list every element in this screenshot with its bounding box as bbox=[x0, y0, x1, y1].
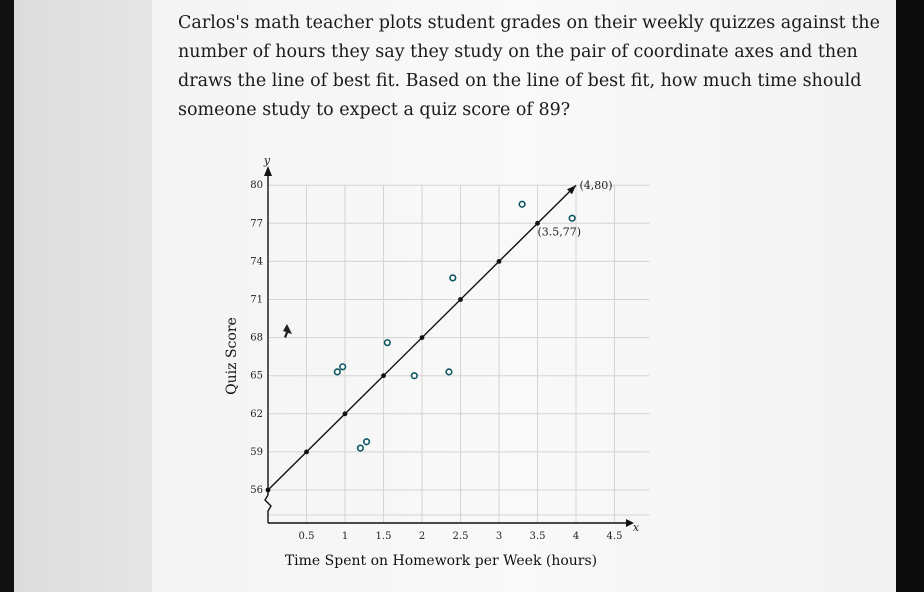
x-tick-label: 2 bbox=[419, 531, 425, 542]
y-tick-label: 59 bbox=[250, 447, 263, 458]
left-panel bbox=[14, 0, 152, 592]
mouse-cursor-icon bbox=[283, 324, 292, 338]
y-axis-break bbox=[264, 494, 272, 523]
x-axis-label: Time Spent on Homework per Week (hours) bbox=[285, 553, 597, 569]
data-point bbox=[383, 339, 391, 347]
data-point bbox=[518, 200, 526, 208]
x-tick-label: 2.5 bbox=[453, 531, 469, 542]
y-tick-label: 71 bbox=[250, 295, 263, 306]
x-axis-letter: x bbox=[633, 521, 640, 534]
x-tick-label: 0.5 bbox=[299, 531, 315, 542]
best-fit-marker bbox=[458, 297, 463, 302]
y-tick-label: 74 bbox=[250, 256, 263, 267]
x-tick-label: 1.5 bbox=[376, 531, 392, 542]
y-tick-label: 65 bbox=[250, 371, 263, 382]
data-point bbox=[568, 214, 576, 222]
best-fit-marker bbox=[496, 259, 502, 264]
data-point bbox=[339, 363, 347, 371]
grid-lines bbox=[268, 184, 650, 523]
question-text: Carlos's math teacher plots student grad… bbox=[178, 13, 880, 120]
best-fit-marker bbox=[265, 487, 271, 493]
best-fit-arrow bbox=[567, 185, 576, 195]
left-dark-edge bbox=[0, 0, 14, 592]
x-tick-label: 3 bbox=[496, 531, 502, 542]
point-annotation: (3.5,77) bbox=[538, 225, 582, 238]
best-fit-marker bbox=[304, 449, 309, 455]
best-fit-marker bbox=[535, 220, 540, 226]
best-fit-marker bbox=[419, 335, 425, 340]
right-dark-edge bbox=[896, 0, 924, 592]
x-tick-label: 3.5 bbox=[530, 531, 546, 542]
data-points bbox=[333, 200, 576, 452]
data-point bbox=[410, 372, 418, 380]
data-point bbox=[356, 444, 365, 452]
best-fit-marker bbox=[342, 411, 348, 417]
x-tick-label: 4 bbox=[573, 531, 579, 542]
data-point bbox=[362, 438, 371, 446]
y-tick-label: 68 bbox=[250, 333, 263, 344]
y-tick-label: 62 bbox=[250, 409, 263, 420]
y-tick-labels: 56 59 62 65 68 71 74 77 80 bbox=[250, 180, 263, 496]
y-tick-label: 80 bbox=[250, 180, 263, 191]
y-tick-label: 77 bbox=[250, 218, 263, 229]
axes bbox=[264, 166, 634, 527]
y-axis-arrow bbox=[264, 166, 272, 176]
best-fit-marker bbox=[381, 373, 386, 379]
annotations: (4,80) (3.5,77) bbox=[538, 179, 613, 238]
best-fit-line-group bbox=[265, 184, 577, 493]
data-point bbox=[449, 274, 457, 282]
data-point bbox=[333, 368, 341, 376]
point-annotation: (4,80) bbox=[579, 179, 612, 192]
x-tick-label: 1 bbox=[342, 531, 348, 542]
page-background bbox=[152, 0, 896, 592]
x-axis-arrow bbox=[626, 519, 634, 527]
x-tick-labels: 0.5 1 1.5 2 2.5 3 3.5 4 4.5 bbox=[299, 531, 623, 542]
y-tick-label: 56 bbox=[250, 485, 263, 496]
data-point bbox=[445, 368, 453, 376]
y-axis-label: Quiz Score bbox=[224, 317, 240, 395]
x-tick-label: 4.5 bbox=[607, 531, 623, 542]
y-axis-letter: y bbox=[263, 154, 271, 167]
